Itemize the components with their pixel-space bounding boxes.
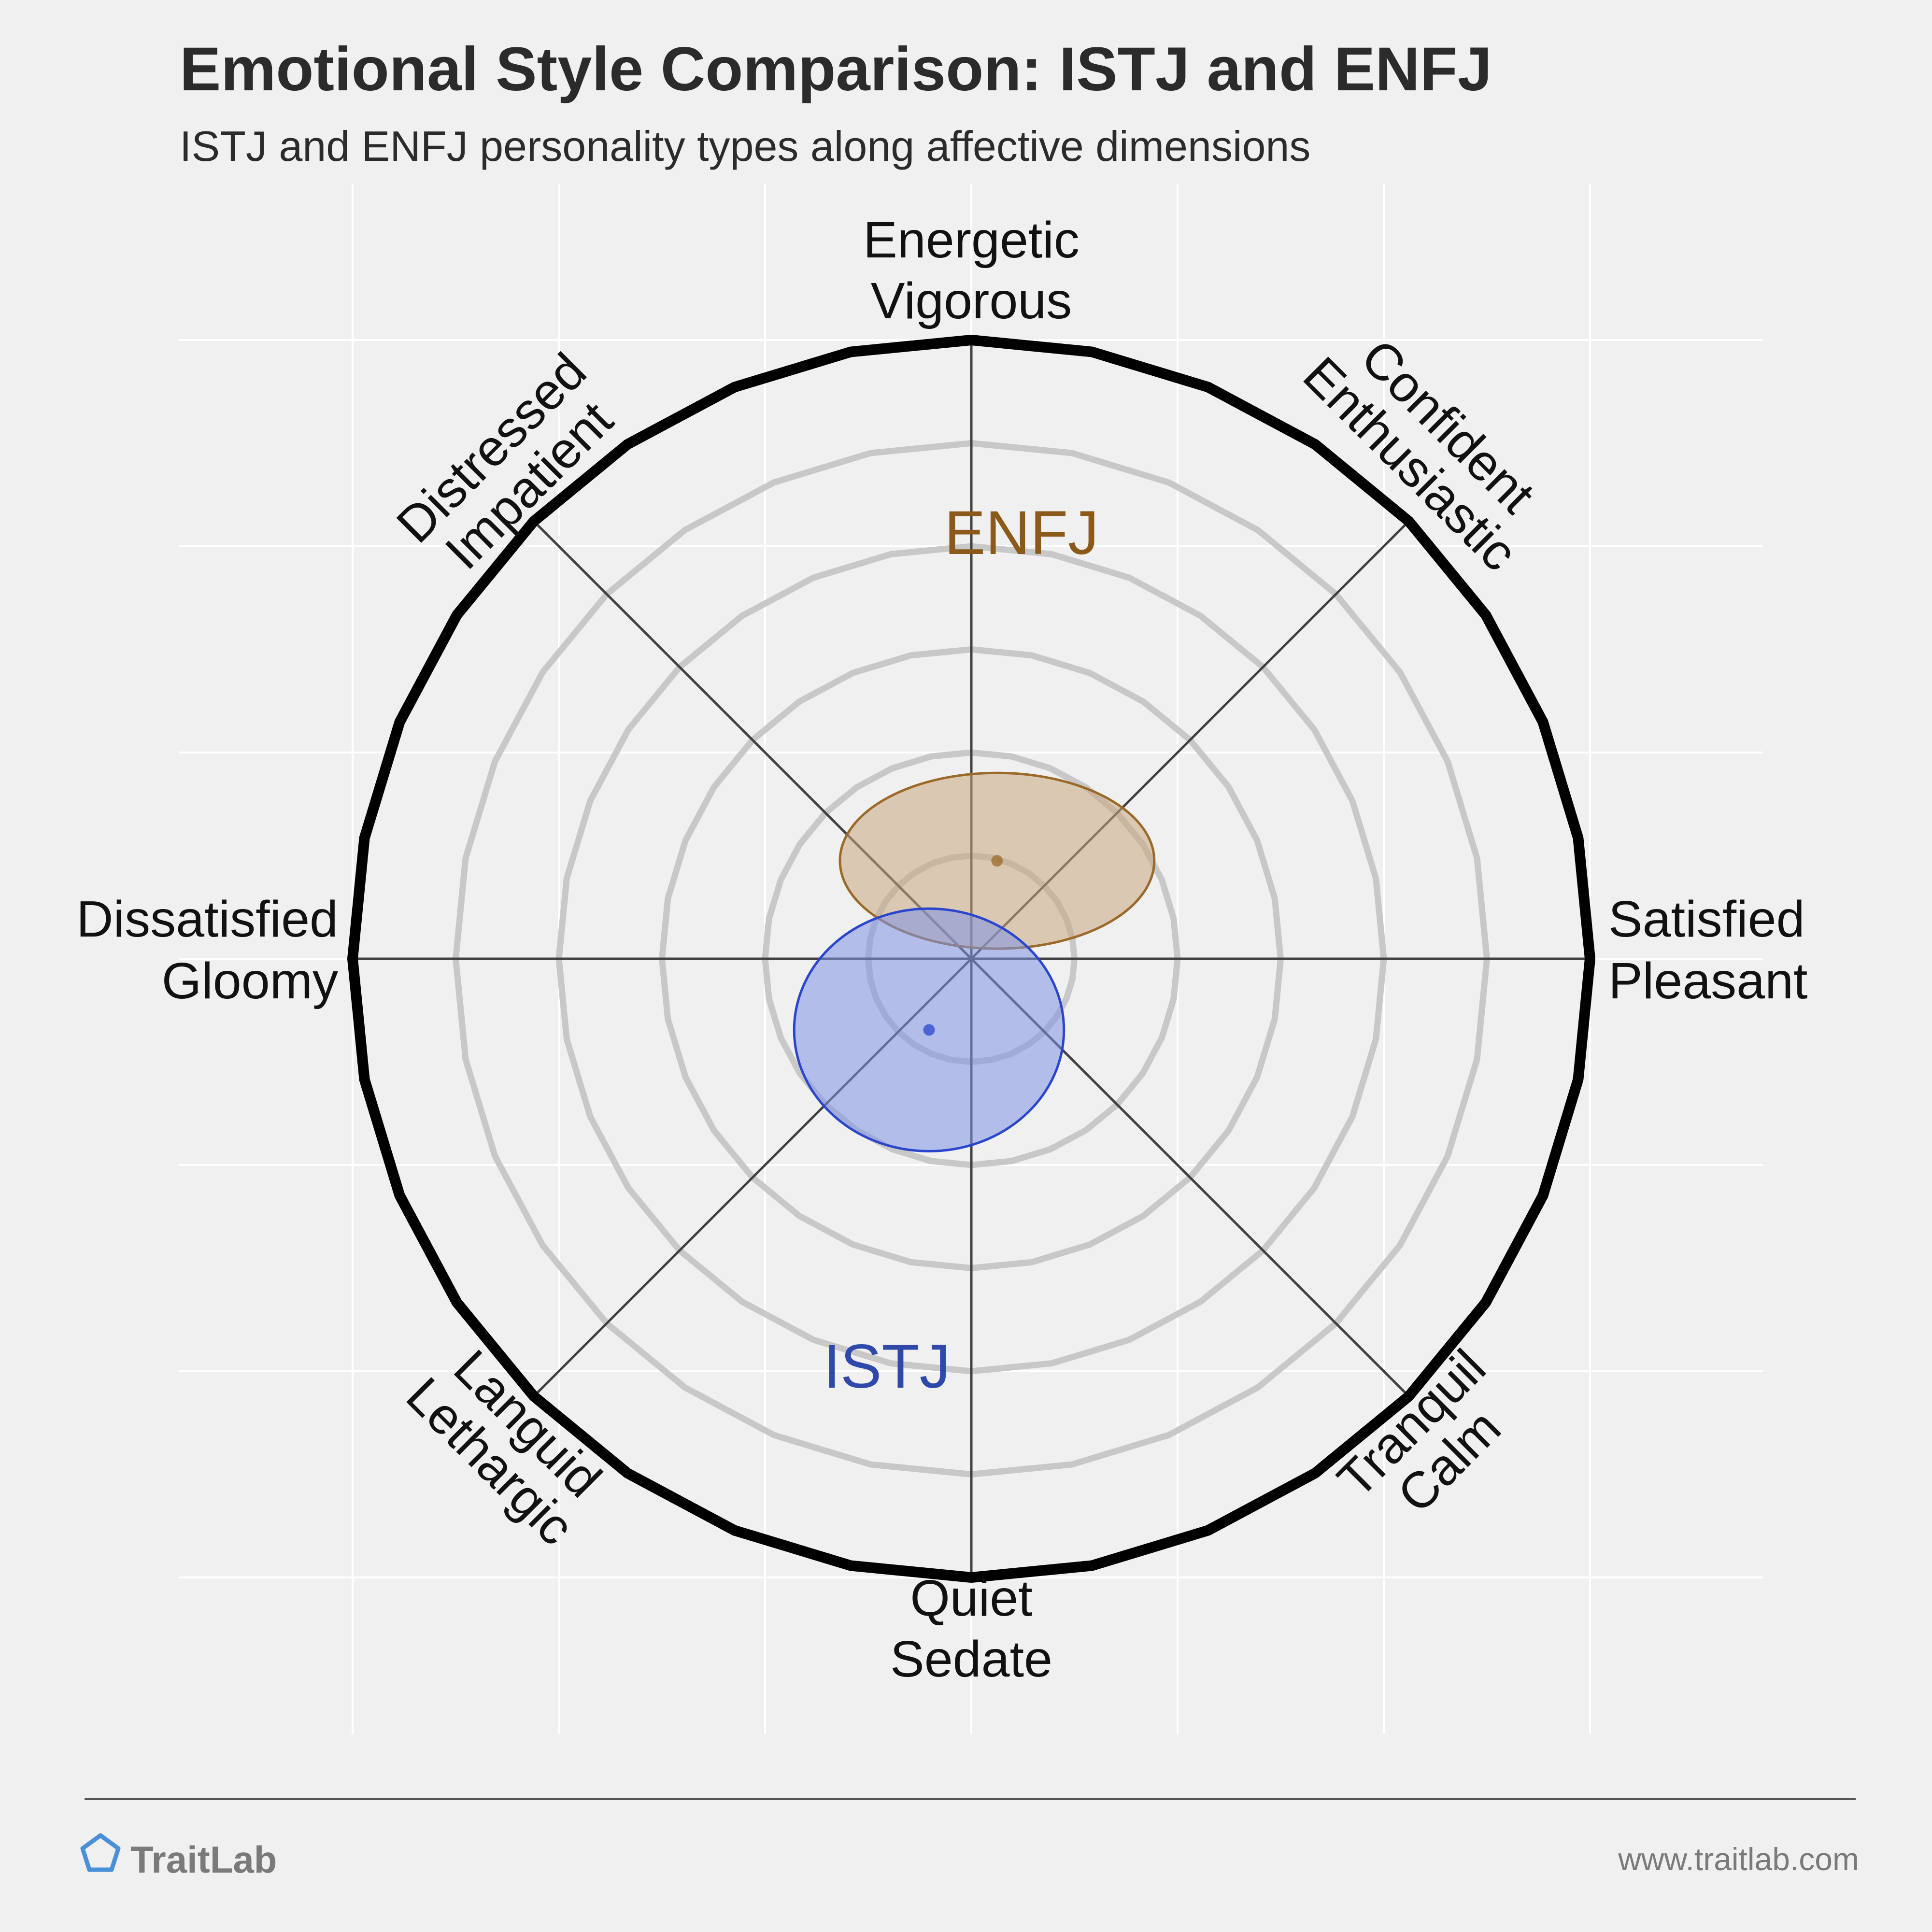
chart-title: Emotional Style Comparison: ISTJ and ENF…	[180, 35, 1492, 104]
axis-label-line: Quiet	[910, 1570, 1032, 1627]
traitlab-logo-icon	[80, 1833, 121, 1872]
series-label-enfj: ENFJ	[944, 498, 1099, 568]
axis-label-line: Dissatisfied	[76, 891, 338, 948]
axis-label-line: Vigorous	[871, 272, 1072, 329]
series-labels: ENFJ ISTJ	[823, 498, 1099, 1401]
series-point-enfj	[991, 855, 1003, 867]
chart-subtitle: ISTJ and ENFJ personality types along af…	[180, 122, 1310, 170]
axis-label-line: Pleasant	[1608, 952, 1808, 1009]
footer-url: www.traitlab.com	[1618, 1841, 1859, 1877]
series-label-istj: ISTJ	[823, 1332, 950, 1401]
axis-label-line: Sedate	[890, 1631, 1052, 1688]
series-point-istj	[923, 1024, 935, 1036]
outer-ring-outline	[347, 335, 1595, 1583]
axis-label-line: Gloomy	[162, 952, 338, 1009]
axis-label-line: Satisfied	[1608, 891, 1805, 948]
axis-label-line: Energetic	[863, 212, 1080, 269]
series-layer	[793, 771, 1156, 1152]
footer-brand: TraitLab	[130, 1838, 277, 1881]
outer-ring	[347, 335, 1595, 1583]
